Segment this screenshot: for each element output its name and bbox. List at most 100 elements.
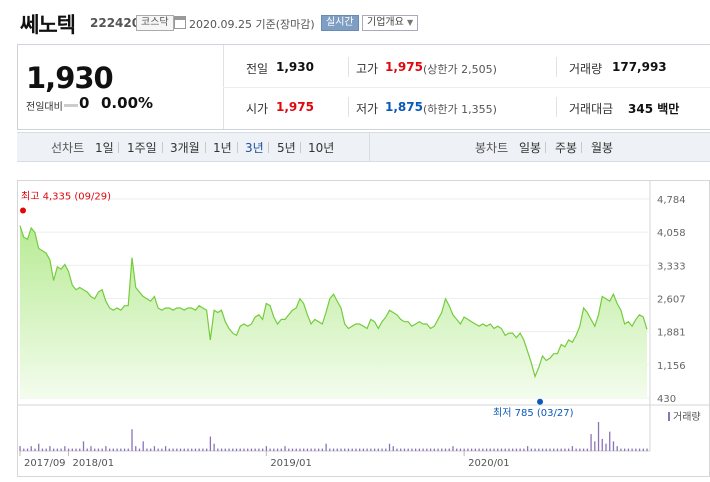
chevron-down-icon: ▼ <box>407 18 414 27</box>
volume-bar <box>500 448 503 451</box>
quote-date: 2020.09.25 기준(장마감) <box>189 16 315 32</box>
volume-bar <box>377 448 379 451</box>
price-chart[interactable]: 4,784 4,058 3,333 2,607 1,881 1,156 430 거래량 2017… <box>17 180 710 478</box>
volume-bar <box>396 448 398 451</box>
volume-bar <box>467 448 469 451</box>
volume-bar <box>153 446 156 451</box>
volume-bar <box>504 448 506 451</box>
amount-value: 345 백만 <box>628 102 680 116</box>
x-tick-label: 2018/01 <box>73 458 115 469</box>
volume-bar <box>288 448 290 451</box>
volume-bar <box>164 446 167 451</box>
y-tick-label: 3,333 <box>657 261 686 272</box>
volume-bar <box>82 441 85 451</box>
high-label: 고가 <box>356 62 379 76</box>
volume-bar <box>579 448 581 451</box>
tab-weekly-candle[interactable]: 주봉 <box>555 141 578 155</box>
volume-bar <box>530 448 533 451</box>
volume-bar <box>493 448 495 451</box>
volume-bar <box>183 448 185 451</box>
volume-bar <box>612 441 615 451</box>
volume-value: 177,993 <box>612 60 667 74</box>
volume-bar <box>332 448 335 451</box>
volume-bar <box>38 443 40 451</box>
volume-bar <box>568 448 570 451</box>
tab-1y[interactable]: 1년 <box>213 141 232 155</box>
volume-bar <box>407 448 409 451</box>
volume-bar <box>228 448 230 451</box>
volume-label: 거래량 <box>569 62 603 76</box>
volume-bar <box>541 448 544 451</box>
volume-bar <box>556 448 559 451</box>
divider <box>205 142 206 153</box>
volume-bar <box>86 448 88 451</box>
volume-bar <box>609 431 611 451</box>
volume-legend-swatch <box>668 412 670 421</box>
chart-svg: 4,784 4,058 3,333 2,607 1,881 1,156 430 거래량 2017… <box>17 180 710 477</box>
volume-bar <box>463 448 465 451</box>
price-line <box>19 225 648 379</box>
realtime-button[interactable]: 실시간 <box>321 15 359 31</box>
volume-bar <box>150 448 152 451</box>
tab-5y[interactable]: 5년 <box>277 141 296 155</box>
volume-bar <box>71 448 73 451</box>
volume-bar <box>161 448 163 451</box>
volume-bar <box>489 448 491 451</box>
tab-daily-candle[interactable]: 일봉 <box>519 141 542 155</box>
volume-bar <box>276 448 279 451</box>
volume-bar <box>243 448 245 451</box>
tab-1w[interactable]: 1주일 <box>127 141 157 155</box>
volume-bar <box>441 448 443 451</box>
volume-bar <box>123 448 126 451</box>
volume-bar <box>590 434 592 451</box>
volume-bar <box>232 448 234 451</box>
volume-bar <box>336 448 338 451</box>
volume-bar <box>108 448 111 451</box>
date-basis: 기준(장마감) <box>255 18 315 31</box>
volume-bar <box>635 448 637 451</box>
volume-bar <box>224 448 226 451</box>
volume-bar <box>34 448 36 451</box>
company-info-button[interactable]: 기업개요 ▼ <box>362 15 419 31</box>
volume-bar <box>306 448 309 451</box>
volume-bar <box>265 446 268 451</box>
volume-bar <box>620 448 622 451</box>
stock-name: 쎄노텍 <box>20 13 76 37</box>
change-percent: 0.00% <box>101 94 154 112</box>
volume-bar <box>284 446 286 451</box>
volume-bar <box>269 448 271 451</box>
volume-bar <box>112 448 115 451</box>
volume-bar <box>52 448 55 451</box>
volume-bar <box>67 448 70 451</box>
tab-3m[interactable]: 3개월 <box>170 141 200 155</box>
tab-1d[interactable]: 1일 <box>95 141 114 155</box>
y-tick-label: 430 <box>657 394 676 405</box>
volume-bar <box>601 438 603 451</box>
volume-bar <box>310 448 312 451</box>
prev-close-value: 1,930 <box>276 60 314 74</box>
tab-monthly-candle[interactable]: 월봉 <box>591 141 614 155</box>
volume-bar <box>388 443 391 451</box>
volume-bar <box>605 443 607 451</box>
volume-bar <box>26 448 29 451</box>
divider <box>300 142 301 153</box>
tab-3y[interactable]: 3년 <box>245 141 264 155</box>
volume-bar <box>355 448 357 451</box>
volume-bar <box>385 448 387 451</box>
volume-bar <box>258 448 260 451</box>
volume-bar <box>627 448 630 451</box>
x-tick-label: 2019/01 <box>270 458 312 469</box>
volume-bar <box>194 448 197 451</box>
volume-bar <box>179 448 182 451</box>
volume-bar <box>429 448 432 451</box>
chart-tabs: 선차트 1일 1주일 3개월 1년 3년 5년 10년 봉차트 일봉 주봉 월봉 <box>17 132 710 162</box>
tab-10y[interactable]: 10년 <box>308 141 335 155</box>
volume-bar <box>497 448 499 451</box>
x-tick-label: 2020/01 <box>468 458 510 469</box>
volume-bar <box>526 446 529 451</box>
current-price: 1,930 <box>26 61 114 95</box>
volume-legend: 거래량 <box>673 411 701 423</box>
volume-bar <box>273 448 275 451</box>
divider <box>268 142 269 153</box>
y-tick-label: 4,784 <box>657 195 686 206</box>
